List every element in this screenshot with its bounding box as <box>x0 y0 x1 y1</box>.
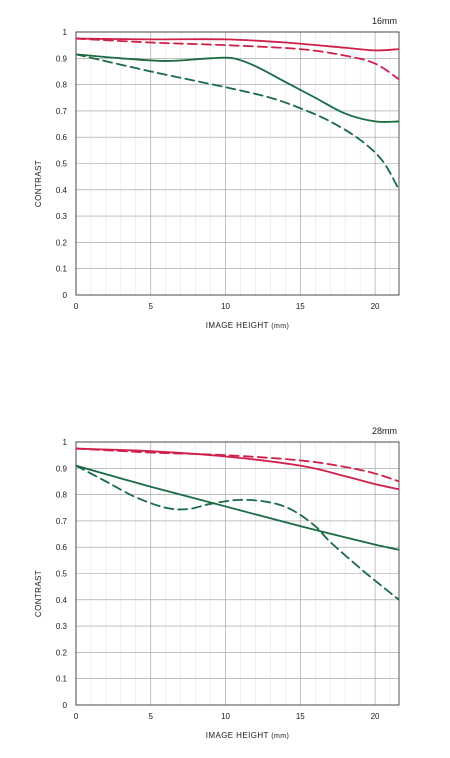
y-tick-label: 0.7 <box>56 107 68 116</box>
y-tick-label: 0.5 <box>56 570 68 579</box>
x-axis-title: IMAGE HEIGHT <box>206 731 272 740</box>
x-axis-label: IMAGE HEIGHT (mm) <box>206 731 289 740</box>
series-line-red-solid <box>76 447 399 491</box>
x-tick-label: 0 <box>74 302 79 311</box>
y-tick-label: 0.1 <box>56 675 68 684</box>
y-tick-label: 0 <box>63 291 68 300</box>
y-tick-label: 0.9 <box>56 54 68 63</box>
chart-title: 28mm <box>372 426 397 436</box>
series-line-green-solid <box>76 464 399 551</box>
series-line-red-dashed <box>76 37 399 81</box>
grid <box>75 31 399 296</box>
y-tick-label: 0.9 <box>56 464 68 473</box>
series-line-green-dashed <box>76 53 399 191</box>
y-tick-label: 0.3 <box>56 622 68 631</box>
y-tick-label: 0.6 <box>56 133 68 142</box>
x-tick-label: 15 <box>296 712 305 721</box>
plot-frame <box>75 441 400 706</box>
x-tick-label: 15 <box>296 302 305 311</box>
series-line-green-solid <box>76 53 399 123</box>
mtf-chart-16mm: 00.10.20.30.40.50.60.70.80.910 5 10 15 2016m… <box>34 16 400 330</box>
x-axis-title: IMAGE HEIGHT <box>206 321 272 330</box>
series-line-green-dashed <box>76 464 399 601</box>
mtf-chart-28mm: 00.10.20.30.40.50.60.70.80.910 5 10 15 2028m… <box>34 426 400 740</box>
x-axis-label: IMAGE HEIGHT (mm) <box>206 321 289 330</box>
x-tick-label: 0 <box>74 712 79 721</box>
x-axis-unit: (mm) <box>271 323 289 330</box>
x-axis-unit: (mm) <box>271 733 289 740</box>
x-tick-label: 20 <box>371 302 380 311</box>
y-tick-label: 0.2 <box>56 648 68 657</box>
y-tick-label: 0.8 <box>56 491 68 500</box>
plot-frame <box>75 31 400 296</box>
y-tick-label: 1 <box>63 438 68 447</box>
y-tick-label: 0.4 <box>56 186 68 195</box>
y-axis-label: CONTRAST <box>34 570 43 617</box>
y-tick-label: 0.3 <box>56 212 68 221</box>
y-tick-label: 0.5 <box>56 160 68 169</box>
y-tick-label: 0 <box>63 701 68 710</box>
y-tick-label: 0.6 <box>56 543 68 552</box>
y-tick-label: 0.8 <box>56 81 68 90</box>
series-group <box>76 447 399 601</box>
y-axis-label: CONTRAST <box>34 160 43 207</box>
y-tick-label: 1 <box>63 28 68 37</box>
x-tick-label: 5 <box>149 712 154 721</box>
series-line-red-dashed <box>76 447 399 483</box>
series-line-red-solid <box>76 37 399 52</box>
y-tick-label: 0.1 <box>56 265 68 274</box>
grid <box>75 441 399 706</box>
series-group <box>76 37 399 191</box>
chart-title: 16mm <box>372 16 397 26</box>
x-tick-label: 20 <box>371 712 380 721</box>
y-tick-label: 0.2 <box>56 238 68 247</box>
x-tick-label: 5 <box>149 302 154 311</box>
y-tick-label: 0.7 <box>56 517 68 526</box>
x-tick-label: 10 <box>221 302 230 311</box>
y-tick-label: 0.4 <box>56 596 68 605</box>
x-tick-label: 10 <box>221 712 230 721</box>
